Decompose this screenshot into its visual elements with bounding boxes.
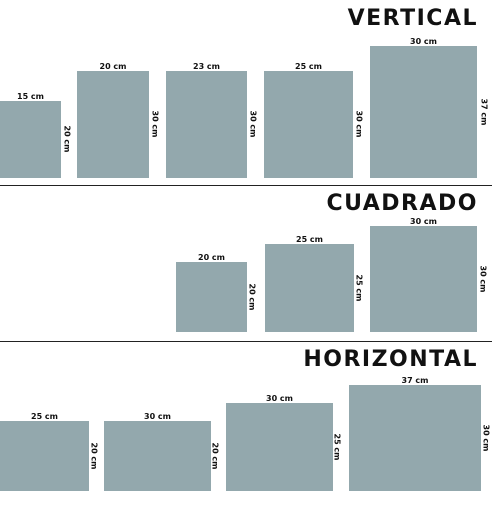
frame-vertical-2 [77,71,149,178]
height-label: 30 cm [478,265,488,293]
frame-horizontal-3 [226,403,333,491]
frame-square-3 [370,226,477,332]
section-title-horizontal: HORIZONTAL [303,347,478,372]
height-label: 20 cm [247,283,257,311]
section-divider [0,185,492,186]
frame-horizontal-4 [349,385,481,491]
width-label: 37 cm [401,376,429,385]
section-title-vertical: VERTICAL [347,6,478,31]
frame-vertical-5 [370,46,477,178]
frame-vertical-1 [0,101,61,178]
width-label: 30 cm [410,217,437,226]
width-label: 25 cm [295,62,322,71]
height-label: 30 cm [354,110,364,138]
height-label: 20 cm [210,442,220,470]
width-label: 30 cm [144,412,171,421]
width-label: 20 cm [99,62,127,71]
height-label: 25 cm [354,274,364,302]
frame-horizontal-1 [0,421,89,491]
width-label: 20 cm [198,253,225,262]
frame-square-1 [176,262,247,332]
width-label: 30 cm [266,394,293,403]
height-label: 30 cm [150,110,160,138]
width-label: 15 cm [17,92,44,101]
width-label: 25 cm [31,412,58,421]
frame-horizontal-2 [104,421,211,491]
height-label: 20 cm [62,125,72,153]
width-label: 30 cm [410,37,437,46]
frame-vertical-4 [264,71,353,178]
height-label: 20 cm [89,442,99,470]
height-label: 30 cm [248,110,258,138]
frame-vertical-3 [166,71,247,178]
height-label: 37 cm [479,98,489,126]
section-title-cuadrado: CUADRADO [326,191,478,216]
width-label: 25 cm [296,235,323,244]
height-label: 30 cm [481,424,491,452]
height-label: 25 cm [332,433,342,461]
section-divider [0,341,492,342]
width-label: 23 cm [193,62,220,71]
frame-square-2 [265,244,354,332]
